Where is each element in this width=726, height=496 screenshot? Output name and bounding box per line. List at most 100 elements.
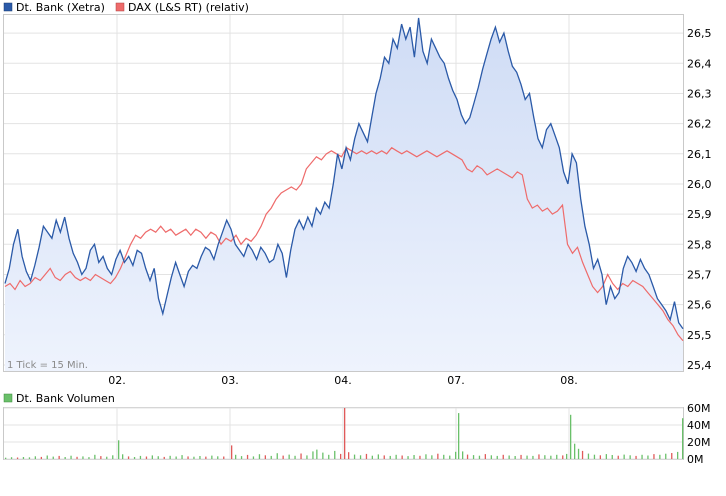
volume-bar — [199, 456, 201, 459]
volume-bar — [562, 455, 564, 459]
volume-bar — [532, 455, 534, 459]
volume-y-axis: 0M 20M 40M 60M — [687, 402, 711, 466]
volume-bar — [264, 455, 266, 459]
volume-bar — [484, 454, 486, 459]
price-y-tick-label: 25,5 — [687, 329, 712, 342]
volume-bar — [377, 454, 379, 459]
volume-bar — [217, 456, 219, 459]
volume-bar — [466, 454, 469, 459]
volume-bar — [593, 454, 596, 459]
volume-bar — [322, 452, 324, 459]
price-y-tick-label: 26,1 — [687, 148, 712, 161]
volume-bar — [88, 457, 90, 459]
volume-y-tick-label: 0M — [687, 453, 704, 466]
volume-chart: 0M 20M 40M 60M — [3, 402, 711, 466]
volume-bar — [294, 455, 296, 459]
volume-bar — [94, 454, 96, 460]
legend-label-dt-bank: Dt. Bank (Xetra) — [16, 1, 105, 14]
volume-bar — [100, 456, 102, 459]
volume-bar — [605, 454, 607, 459]
volume-bar — [419, 455, 421, 459]
price-y-tick-label: 26,0 — [687, 178, 712, 191]
volume-bar — [22, 457, 25, 459]
volume-bar — [340, 453, 342, 459]
volume-bar — [300, 453, 302, 459]
volume-bar — [181, 455, 183, 459]
volume-bar — [28, 457, 31, 459]
volume-bar — [163, 456, 165, 459]
volume-bar — [127, 456, 130, 459]
price-legend: Dt. Bank (Xetra) DAX (L&S RT) (relativ) — [3, 1, 249, 14]
volume-bar — [401, 455, 403, 459]
volume-bar — [145, 456, 148, 459]
dt-bank-series-line — [4, 17, 684, 330]
volume-bar — [623, 454, 625, 459]
volume-bar — [76, 456, 78, 459]
legend-swatch-volume — [3, 393, 13, 403]
volume-y-tick-label: 60M — [687, 402, 711, 415]
volume-bar — [211, 455, 213, 459]
price-x-tick-label: 02. — [108, 374, 126, 387]
price-y-tick-label: 25,4 — [687, 359, 712, 372]
volume-bar — [133, 457, 136, 459]
volume-bar — [383, 455, 385, 459]
volume-bar — [231, 445, 233, 459]
volume-bar — [641, 454, 643, 460]
volume-bar — [472, 455, 475, 459]
volume-bar — [617, 455, 619, 459]
volume-bar — [288, 454, 290, 459]
volume-bar — [139, 455, 142, 459]
volume-bars — [5, 408, 684, 460]
volume-bar — [449, 455, 451, 459]
volume-bar — [118, 440, 120, 459]
volume-bar — [577, 448, 580, 459]
volume-bar — [671, 453, 673, 459]
price-y-tick-label: 25,9 — [687, 208, 712, 221]
volume-bar — [413, 455, 415, 459]
volume-bar — [157, 456, 159, 459]
volume-bar — [570, 414, 572, 459]
legend-label-volume: Dt. Bank Volumen — [16, 392, 115, 405]
legend-swatch-dax — [115, 2, 125, 12]
volume-bar — [64, 457, 66, 459]
volume-bar — [526, 455, 528, 459]
legend-label-dax: DAX (L&S RT) (relativ) — [128, 1, 249, 14]
price-y-tick-label: 26,5 — [687, 27, 712, 40]
volume-bar — [122, 454, 124, 459]
volume-bar — [556, 454, 558, 460]
volume-bar — [574, 443, 576, 459]
volume-bar — [462, 451, 464, 459]
price-y-tick-label: 25,7 — [687, 268, 712, 281]
volume-bar — [334, 450, 336, 459]
volume-bar — [169, 455, 171, 459]
volume-bar — [437, 453, 439, 459]
volume-bar — [52, 456, 54, 459]
volume-y-tick-label: 40M — [687, 419, 711, 432]
price-x-axis: 02. 03. 04. 07. 08. — [108, 374, 578, 387]
volume-bar — [508, 455, 510, 459]
volume-bar — [270, 455, 272, 459]
volume-bar — [306, 455, 308, 459]
volume-bar — [40, 456, 42, 459]
tick-interval-note: 1 Tick = 15 Min. — [7, 360, 88, 371]
volume-bar — [647, 455, 649, 459]
volume-bar — [635, 455, 637, 459]
volume-bar — [599, 455, 601, 459]
volume-bar — [58, 455, 60, 459]
volume-bar — [407, 456, 409, 459]
volume-bar — [581, 450, 584, 459]
volume-bar — [629, 455, 631, 459]
volume-y-tick-label: 20M — [687, 436, 711, 449]
volume-bar — [365, 453, 368, 459]
volume-bar — [520, 454, 522, 459]
price-y-tick-label: 25,6 — [687, 299, 712, 312]
volume-bar — [276, 453, 278, 459]
volume-bar — [246, 454, 249, 459]
volume-bar — [252, 456, 255, 459]
price-x-tick-label: 07. — [447, 374, 465, 387]
volume-bar — [502, 454, 504, 460]
volume-legend: Dt. Bank Volumen — [3, 392, 115, 405]
volume-bar — [312, 451, 314, 459]
volume-bar — [258, 454, 261, 459]
volume-bar — [566, 453, 568, 459]
